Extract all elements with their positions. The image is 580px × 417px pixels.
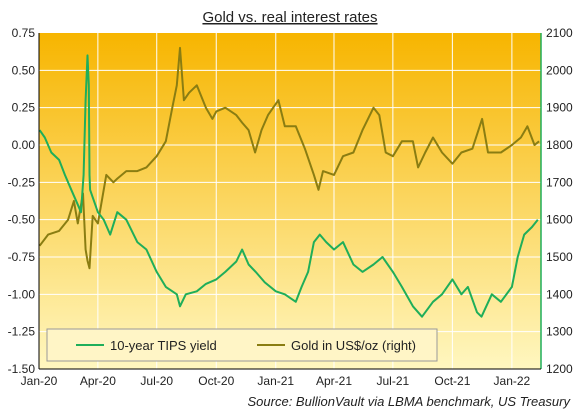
x-tick-label: Apr-20: [80, 374, 116, 388]
y-right-tick-label: 1700: [546, 175, 573, 189]
axes: 0.75 0.50 0.25 0.00 -0.25 -0.50 -0.75 -1.00 -1.2…: [8, 26, 573, 388]
series-line-tips: [38, 54, 539, 318]
y-left-tick-label: -1.00: [8, 287, 36, 301]
legend: 10-year TIPS yield Gold in US$/oz (right…: [46, 328, 438, 362]
series-layer: [38, 46, 540, 318]
y-right-tick-label: 1200: [546, 362, 573, 376]
x-tick-label: Oct-20: [198, 374, 234, 388]
x-tick-label: Jul-20: [140, 374, 173, 388]
y-left-tick-label: 0.75: [12, 26, 36, 40]
y-right-tick-label: 1800: [546, 138, 573, 152]
y-left-tick-label: 0.25: [12, 101, 36, 115]
source-note: Source: BullionVault via LBMA benchmark,…: [248, 394, 572, 409]
y-left-tick-label: -1.25: [8, 325, 36, 339]
plot-area: [39, 33, 541, 369]
grid-lines: [39, 33, 541, 369]
y-left-tick-label: -0.25: [8, 175, 36, 189]
y-right-tick-label: 1500: [546, 250, 573, 264]
x-tick-label: Apr-21: [316, 374, 352, 388]
y-right-tick-label: 1900: [546, 101, 573, 115]
x-tick-label: Jan-22: [494, 374, 531, 388]
x-tick-label: Jan-21: [257, 374, 294, 388]
chart-title: Gold vs. real interest rates: [202, 9, 377, 26]
x-tick-label: Oct-21: [434, 374, 470, 388]
y-right-tick-label: 2100: [546, 26, 573, 40]
y-left-tick-label: -1.50: [8, 362, 36, 376]
legend-label-gold: Gold in US$/oz (right): [291, 338, 416, 353]
y-left-tick-label: 0.00: [12, 138, 36, 152]
y-left-tick-label: -0.75: [8, 250, 36, 264]
y-right-tick-label: 2000: [546, 63, 573, 77]
y-right-tick-label: 1400: [546, 287, 573, 301]
y-right-tick-label: 1300: [546, 325, 573, 339]
x-tick-label: Jul-21: [377, 374, 410, 388]
y-left-tick-label: 0.50: [12, 63, 36, 77]
y-left-tick-label: -0.50: [8, 213, 36, 227]
legend-label-tips: 10-year TIPS yield: [110, 338, 217, 353]
x-tick-label: Jan-20: [21, 374, 58, 388]
legend-box: [46, 328, 438, 362]
y-right-tick-label: 1600: [546, 213, 573, 227]
